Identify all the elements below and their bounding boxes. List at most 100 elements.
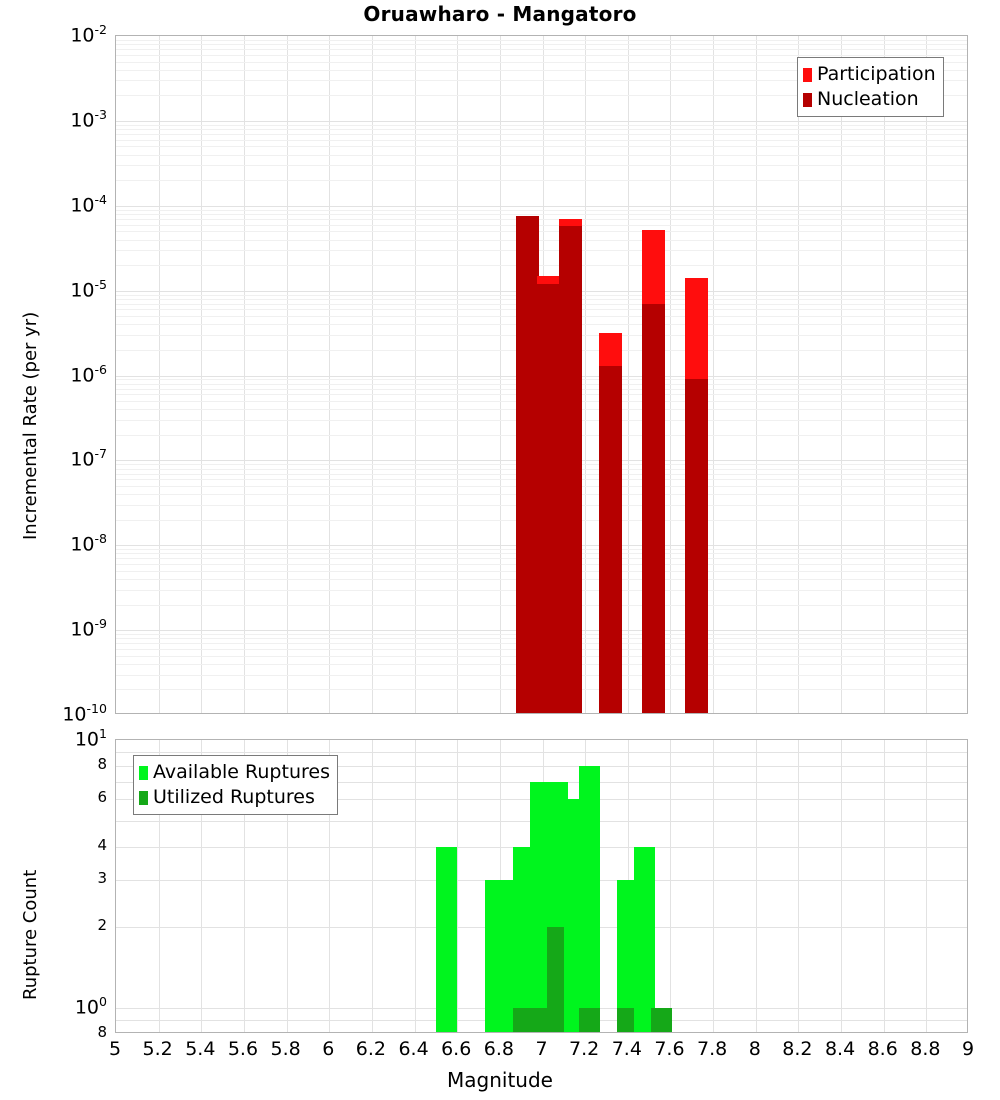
top-y-tick-label: 10-10 [62,701,107,726]
gridline [116,80,967,81]
rupture-count-bar [617,880,639,1032]
gridline [287,740,288,1032]
gridline [116,70,967,71]
legend-item-nucleation: Nucleation [803,87,936,112]
gridline [926,36,927,713]
gridline [116,155,967,156]
rate-bar [684,278,708,713]
chart-title: Oruawharo - Mangatoro [363,2,637,26]
gridline [116,214,967,215]
incremental-rate-plot-area [115,35,968,714]
top-y-tick-label: 10-4 [70,191,107,217]
top-y-tick-label: 10-7 [70,446,107,471]
gridline [372,740,373,1032]
x-tick-label: 6.8 [483,1038,514,1060]
gridline [457,740,458,1032]
rupture-count-bar [512,846,534,1032]
rate-bar [537,275,561,713]
gridline [116,240,967,241]
bottom-legend: Available Ruptures Utilized Ruptures [133,755,338,815]
bottom-y-tick-label: 101 [74,726,107,751]
bottom-y-tick-label: 4 [97,835,107,854]
gridline [756,740,757,1032]
legend-label-participation: Participation [817,63,936,85]
gridline [244,36,245,713]
gridline [500,36,501,713]
bottom-y-tick-label: 8 [97,754,107,773]
gridline [116,95,967,96]
top-y-tick-label: 10-6 [70,361,107,386]
nucleation-segment [516,216,540,713]
gridline [926,740,927,1032]
gridline [116,165,967,166]
x-tick-label: 6.4 [398,1038,429,1060]
legend-label-available-ruptures: Available Ruptures [153,761,330,783]
gridline [116,146,967,147]
top-y-axis-label: Incremental Rate (per yr) [20,311,41,540]
gridline [116,121,967,122]
x-tick-label: 6.6 [441,1038,472,1060]
bottom-y-tick-label: 3 [97,869,107,888]
gridline [585,36,586,713]
gridline [116,231,967,232]
gridline [116,752,967,753]
gridline [116,44,967,45]
x-tick-label: 5.8 [270,1038,301,1060]
nucleation-segment [537,283,561,713]
x-tick-label: 7 [535,1038,548,1060]
gridline [116,125,967,126]
gridline [201,36,202,713]
utilized-segment [617,1008,639,1032]
gridline [244,740,245,1032]
top-y-tick-label: 10-8 [70,531,107,556]
top-legend: Participation Nucleation [797,57,944,117]
utilized-segment [578,1008,600,1032]
gridline [329,740,330,1032]
nucleation-segment [641,303,665,713]
x-tick-label: 9 [961,1038,975,1060]
rupture-count-bar [651,1008,673,1032]
gridline [116,206,967,207]
legend-item-participation: Participation [803,62,936,87]
x-tick-label: 8.6 [867,1038,898,1060]
gridline [670,36,671,713]
gridline [116,265,967,266]
top-y-tick-label: 10-3 [70,106,107,132]
rupture-count-bar [634,846,656,1032]
gridline [116,129,967,130]
x-tick-label: 7.8 [696,1038,728,1060]
utilized-segment [529,1008,551,1032]
gridline [116,219,967,220]
rate-bar [599,332,623,713]
gridline [457,36,458,713]
utilized-segment [651,1008,673,1032]
gridline [116,134,967,135]
gridline [116,55,967,56]
gridline [116,250,967,251]
x-tick-label: 6 [322,1038,335,1060]
gridline [116,140,967,141]
bottom-y-tick-label: 2 [97,916,107,935]
x-tick-label: 7.2 [569,1038,600,1060]
legend-label-nucleation: Nucleation [817,88,919,110]
top-y-tick-label: 10-5 [70,276,107,301]
gridline [841,740,842,1032]
gridline [798,740,799,1032]
gridline [713,36,714,713]
gridline [415,740,416,1032]
x-tick-label: 5.4 [185,1038,216,1060]
rupture-count-bar [529,781,551,1032]
rate-bar [558,218,582,713]
gridline [116,766,967,767]
gridline [159,36,160,713]
x-tick-label: 6.2 [355,1038,386,1060]
gridline [628,36,629,713]
gridline [798,36,799,713]
gridline [116,180,967,181]
legend-item-utilized-ruptures: Utilized Ruptures [139,785,330,810]
gridline [670,740,671,1032]
gridline [116,210,967,211]
nucleation-segment [599,365,623,713]
gridline [884,36,885,713]
